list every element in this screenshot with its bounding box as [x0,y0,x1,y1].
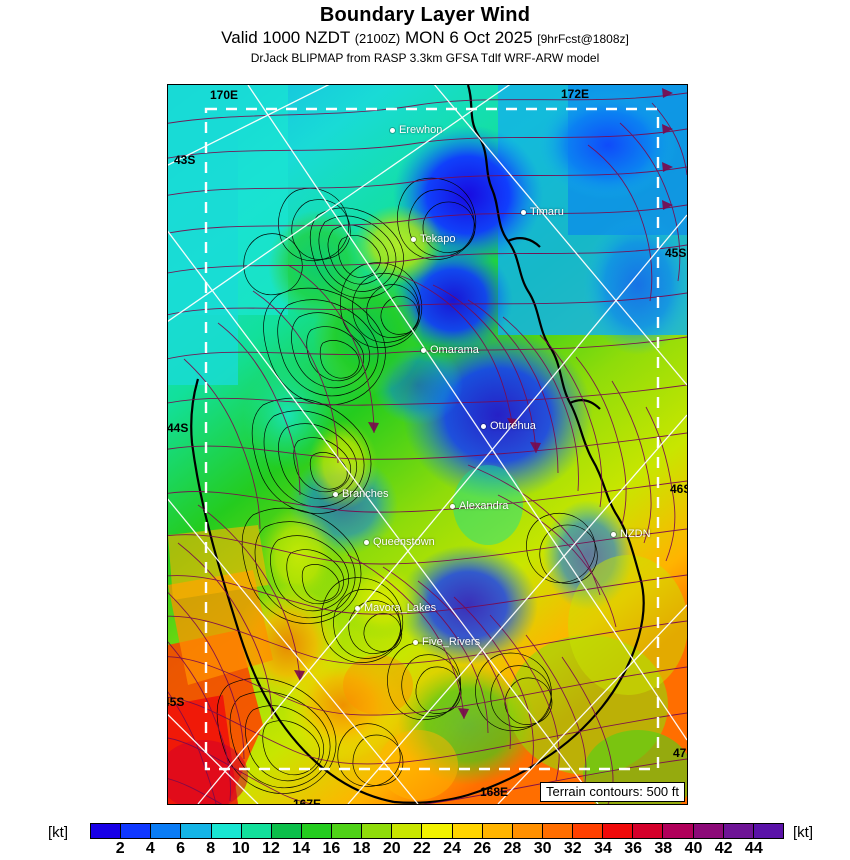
colorbar-tick-30: 30 [533,840,552,857]
lat-label-47s: 47S [673,746,687,760]
colorbar-band-19 [663,824,694,838]
colorbar-tick-26: 26 [473,840,492,857]
forecast-hour: [9hrFcst@1808z] [537,32,629,46]
lon-label-167e: 167E [293,797,322,805]
colorbar-tick-22: 22 [413,840,431,857]
wind-map[interactable]: 170E 171E 172E 167E 168E 43S 44S 45S 45S… [167,84,688,805]
colorbar-band-17 [603,824,634,838]
colorbar-tick-12: 12 [262,840,280,857]
valid-time-line: Valid 1000 NZDT (2100Z) MON 6 Oct 2025 [… [0,27,850,50]
colorbar-tick-labels: 2 4 6 8 10 12 14 16 18 20 22 24 26 28 30 32 34 36 38 40 42 44 [90,840,784,860]
colorbar-band-1 [121,824,152,838]
lat-label-46s: 46S [670,482,687,496]
colorbar-tick-14: 14 [292,840,311,857]
colorbar-tick-42: 42 [714,840,733,857]
colorbar-tick-32: 32 [563,840,582,857]
wind-speed-colorbar[interactable] [90,823,784,839]
colorbar-band-20 [693,824,724,838]
colorbar-tick-44: 44 [744,840,763,857]
page-title: Boundary Layer Wind [319,4,531,26]
wind-streamlines [168,92,687,804]
colorbar-band-4 [211,824,242,838]
colorbar-tick-20: 20 [382,840,401,857]
colorbar-band-6 [271,824,302,838]
lon-label-168e: 168E [480,785,509,799]
colorbar-tick-8: 8 [206,840,216,857]
colorbar-unit-right: [kt] [793,824,814,841]
colorbar-band-12 [452,824,483,838]
streamline-arrows [294,88,673,719]
terrain-contours [216,177,598,794]
colorbar-tick-2: 2 [115,840,125,857]
lon-label-171e: 171E [380,85,408,88]
colorbar-tick-28: 28 [503,840,522,857]
terrain-contour-legend: Terrain contours: 500 ft [540,782,685,802]
colorbar-tick-40: 40 [684,840,703,857]
valid-time-utc: (2100Z) [354,31,401,46]
colorbar-band-13 [482,824,513,838]
colorbar-band-2 [151,824,182,838]
colorbar-tick-36: 36 [624,840,643,857]
colorbar-tick-16: 16 [322,840,341,857]
colorbar-tick-24: 24 [443,840,461,857]
lon-label-170e: 170E [210,88,239,102]
colorbar-band-10 [392,824,423,838]
colorbar-unit-left: [kt] [48,824,69,841]
lat-label-45s-right: 45S [665,246,687,260]
graticule [168,85,687,804]
valid-time: Valid 1000 NZDT [221,28,350,47]
colorbar-band-21 [723,824,754,838]
colorbar-row: [kt] [kt] 2 4 6 8 10 12 14 16 18 20 22 24 26 28 30 32 34… [0,820,850,860]
lat-label-44s: 44S [167,421,189,435]
colorbar-band-22 [753,824,783,838]
lat-label-45s-left: 45S [168,695,185,709]
lat-label-43s: 43S [174,153,196,167]
colorbar-tick-38: 38 [654,840,673,857]
map-container[interactable]: 170E 171E 172E 167E 168E 43S 44S 45S 45S… [167,84,688,805]
colorbar-tick-4: 4 [145,840,155,857]
colorbar-band-7 [301,824,332,838]
colorbar-band-16 [573,824,604,838]
valid-date: MON 6 Oct 2025 [404,28,533,47]
colorbar-band-15 [542,824,573,838]
colorbar-tick-10: 10 [231,840,250,857]
colorbar-band-18 [633,824,664,838]
map-canvas [168,85,687,804]
header: Boundary Layer Wind Valid 1000 NZDT (210… [0,0,850,66]
colorbar-band-14 [512,824,543,838]
colorbar-band-9 [362,824,393,838]
colorbar-band-3 [181,824,212,838]
colorbar-band-11 [422,824,453,838]
colorbar-band-8 [332,824,363,838]
colorbar-band-0 [91,824,122,838]
colorbar-tick-34: 34 [594,840,612,857]
colorbar-tick-18: 18 [352,840,371,857]
colorbar-tick-6: 6 [176,840,185,857]
domain-boundary-box [204,107,660,771]
lon-label-172e: 172E [561,87,590,101]
colorbar-band-5 [241,824,272,838]
model-line: DrJack BLIPMAP from RASP 3.3km GFSA Tdlf… [250,51,600,65]
